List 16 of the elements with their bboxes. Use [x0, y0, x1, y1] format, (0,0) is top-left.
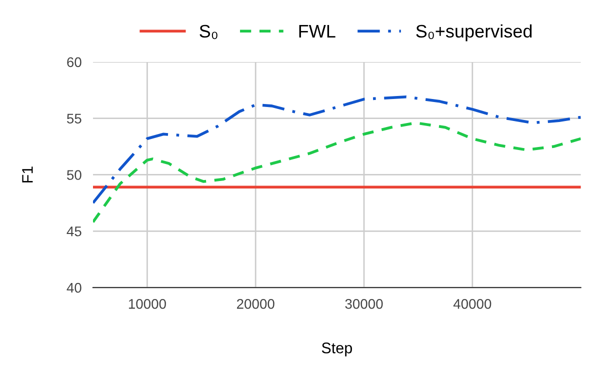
x-tick-label: 10000 — [128, 299, 166, 309]
line-series — [93, 121, 581, 224]
x-axis-title: Step — [322, 342, 352, 356]
legend-label: FWL — [299, 25, 336, 38]
y-tick-label: 60 — [67, 57, 82, 68]
y-axis-title: F1 — [22, 166, 33, 182]
y-tick-label: 50 — [66, 170, 82, 180]
x-tick-label: 20000 — [236, 299, 274, 309]
y-tick-label: 40 — [66, 282, 82, 293]
y-tick-label: 45 — [66, 226, 82, 236]
y-tick-label: 55 — [66, 114, 82, 124]
x-tick-label: 30000 — [345, 299, 383, 309]
line-series — [93, 96, 581, 204]
legend-label: S₀+supervised — [416, 24, 532, 42]
legend-label: S₀ — [200, 24, 218, 40]
x-tick-label: 40000 — [453, 299, 492, 309]
